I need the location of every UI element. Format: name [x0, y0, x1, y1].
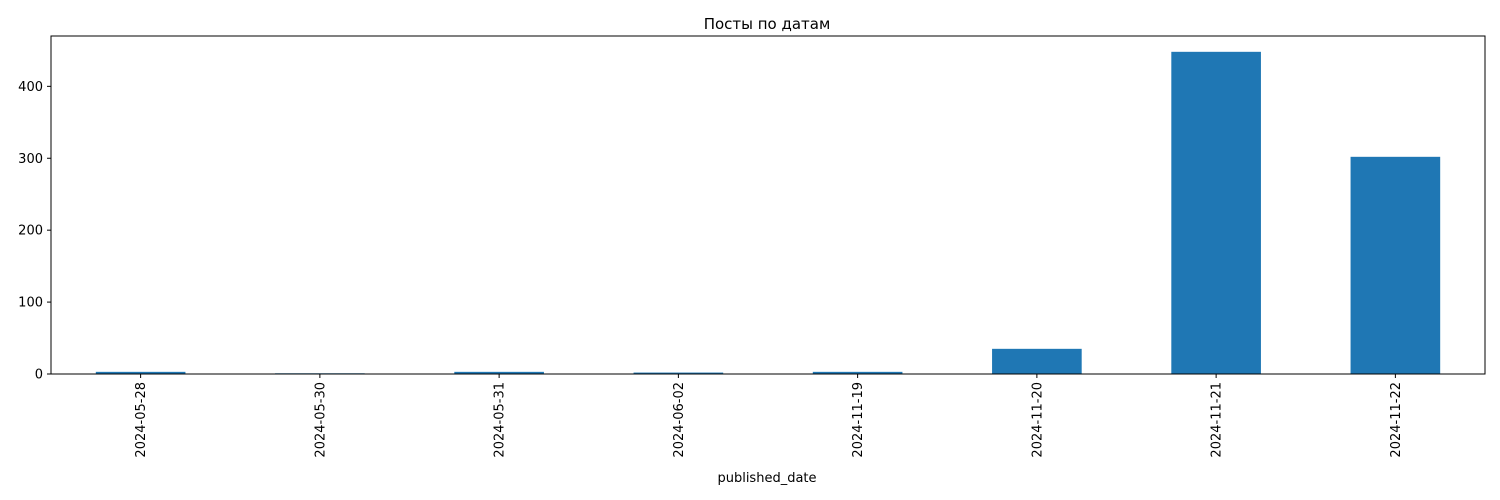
x-axis-label: published_date [717, 471, 816, 486]
x-tick-label: 2024-06-02 [672, 382, 687, 458]
bar-2024-06-02 [633, 372, 724, 374]
y-tick-label: 200 [18, 224, 43, 239]
x-tick-label: 2024-11-22 [1389, 382, 1404, 458]
x-axis: 2024-05-28 2024-05-30 2024-05-31 2024-06-02… [134, 374, 1404, 458]
x-tick-label: 2024-11-20 [1030, 382, 1045, 458]
bars-group [95, 51, 1441, 374]
x-tick-label: 2024-05-30 [313, 382, 328, 458]
plot-frame [50, 35, 1486, 375]
x-tick-label: 2024-05-31 [493, 382, 508, 458]
bar-2024-05-31 [454, 371, 544, 374]
y-tick-label: 0 [35, 368, 43, 383]
x-tick-label: 2024-11-21 [1210, 382, 1225, 458]
y-axis: 0 100 200 300 400 [18, 80, 51, 383]
bar-2024-11-20 [992, 348, 1082, 374]
bar-2024-11-22 [1350, 156, 1441, 374]
bar-2024-11-21 [1171, 51, 1261, 374]
y-tick-label: 300 [18, 152, 43, 167]
bar-2024-05-28 [95, 371, 186, 374]
y-tick-label: 400 [18, 80, 43, 95]
x-tick-label: 2024-11-19 [851, 382, 866, 458]
x-tick-label: 2024-05-28 [134, 382, 149, 458]
chart-title: Посты по датам [704, 15, 831, 33]
y-tick-label: 100 [18, 296, 43, 311]
bar-2024-11-19 [812, 371, 903, 374]
